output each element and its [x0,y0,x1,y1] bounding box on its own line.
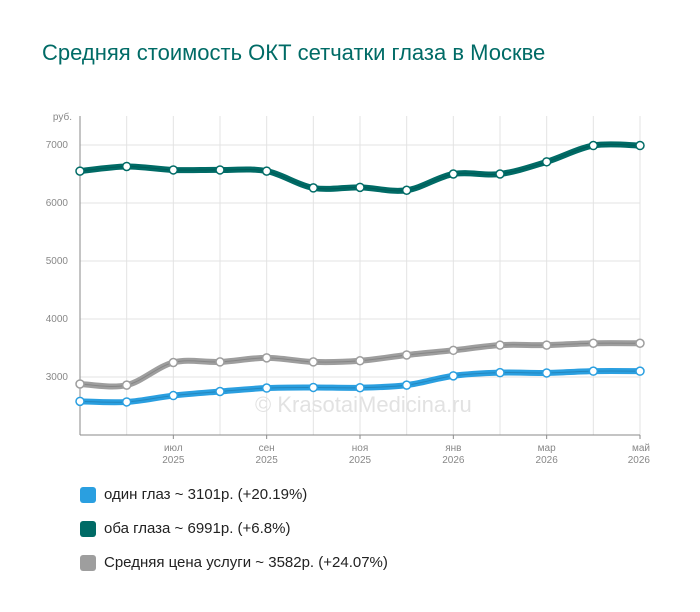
legend-label-both-eyes: оба глаза ~ 6991р. (+6.8%) [104,520,291,537]
data-point-average[interactable] [308,357,319,367]
legend-item-one-eye[interactable]: один глаз ~ 3101р. (+20.19%) [80,484,640,508]
legend-label-average: Средняя цена услуги ~ 3582р. (+24.07%) [104,554,388,571]
data-point-both-eyes[interactable] [541,157,552,167]
y-axis-unit-label: руб. [53,111,72,123]
chart-title: Средняя стоимость ОКТ сетчатки глаза в М… [42,40,546,65]
x-tick-label-year: 2025 [256,455,279,466]
data-point-both-eyes[interactable] [75,166,85,176]
x-tick-label-year: 2026 [442,455,465,466]
x-tick-label-year: 2025 [162,455,185,466]
x-tick-label-year: 2026 [628,455,651,466]
data-point-one-eye[interactable] [261,383,272,393]
y-tick-label: 5000 [46,256,69,267]
x-tick-label-month: ноя [352,443,369,454]
data-point-average[interactable] [401,350,412,360]
data-point-one-eye[interactable] [215,386,225,397]
data-point-one-eye[interactable] [355,382,365,393]
data-point-average[interactable] [635,338,645,348]
legend-swatch-average [80,555,96,571]
y-tick-label: 3000 [46,372,69,383]
data-point-both-eyes[interactable] [635,140,645,151]
data-point-average[interactable] [495,340,505,350]
data-point-average[interactable] [588,338,599,348]
legend-item-both-eyes[interactable]: оба глаза ~ 6991р. (+6.8%) [80,518,640,542]
data-point-both-eyes[interactable] [588,140,599,151]
legend-label-one-eye: один глаз ~ 3101р. (+20.19%) [104,486,308,503]
data-point-both-eyes[interactable] [168,165,179,175]
data-point-both-eyes[interactable] [355,182,365,193]
x-tick-label-month: сен [259,443,275,454]
data-point-average[interactable] [541,340,552,350]
data-point-average[interactable] [121,380,132,390]
data-point-both-eyes[interactable] [308,183,319,193]
data-point-average[interactable] [168,357,179,368]
data-point-both-eyes[interactable] [261,166,272,176]
data-point-one-eye[interactable] [308,382,319,393]
data-point-both-eyes[interactable] [495,169,505,179]
watermark-text: © KrasotaiMedicina.ru [255,392,472,417]
data-point-both-eyes[interactable] [215,165,225,175]
data-point-one-eye[interactable] [495,367,505,378]
data-point-one-eye[interactable] [121,397,132,407]
legend-item-average[interactable]: Средняя цена услуги ~ 3582р. (+24.07%) [80,552,640,576]
data-point-both-eyes[interactable] [121,161,132,172]
x-tick-label-month: мар [538,443,556,454]
data-point-one-eye[interactable] [588,366,599,376]
data-point-average[interactable] [355,356,365,366]
legend-swatch-both-eyes [80,521,96,537]
data-point-one-eye[interactable] [168,390,179,401]
line-chart: © KrasotaiMedicina.ru 3000 4000 5000 6000 70… [46,111,651,466]
data-point-one-eye[interactable] [635,366,645,376]
data-point-both-eyes[interactable] [401,185,412,195]
data-point-average[interactable] [448,345,459,356]
y-tick-label: 4000 [46,314,69,325]
data-point-one-eye[interactable] [448,371,459,381]
data-point-both-eyes[interactable] [448,169,459,179]
y-tick-label: 7000 [46,140,69,151]
x-tick-label-month: май [632,443,650,454]
x-tick-label-year: 2025 [349,455,372,466]
x-tick-label-month: янв [445,443,461,454]
data-point-one-eye[interactable] [541,368,552,378]
x-tick-label-month: июл [164,443,183,454]
x-tick-label-year: 2026 [536,455,559,466]
series-layer [75,140,645,407]
legend-swatch-one-eye [80,487,96,503]
data-point-one-eye[interactable] [401,380,412,390]
data-point-average[interactable] [215,357,225,367]
data-point-one-eye[interactable] [75,396,85,407]
data-point-average[interactable] [75,379,85,389]
y-tick-label: 6000 [46,198,69,209]
data-point-average[interactable] [261,353,272,363]
